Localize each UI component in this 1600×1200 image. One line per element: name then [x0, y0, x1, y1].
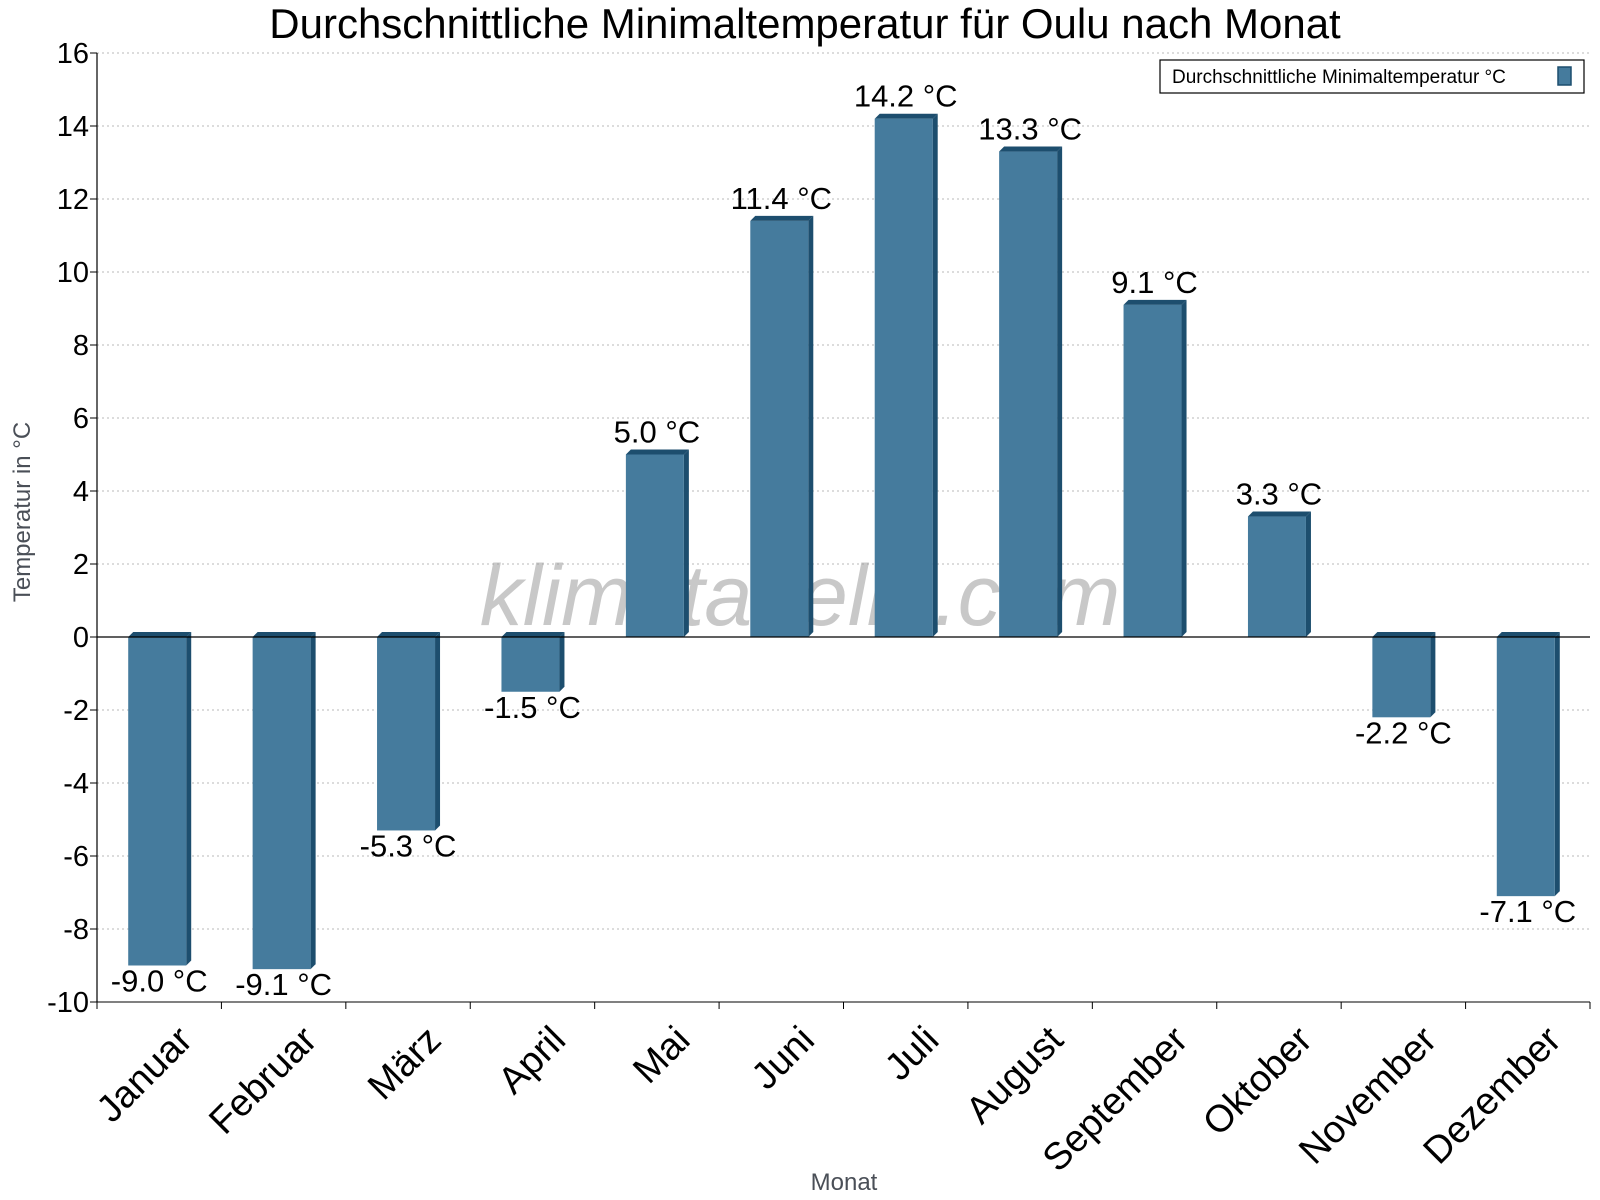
bar-side: [1430, 632, 1436, 718]
data-label: -9.1 °C: [235, 967, 332, 1002]
x-axis-title: Monat: [811, 1169, 878, 1196]
y-tick-label: 6: [73, 403, 89, 435]
data-label: 13.3 °C: [978, 112, 1082, 147]
bar: [1372, 637, 1431, 718]
y-tick-label: 16: [57, 38, 89, 70]
bar-side: [1554, 632, 1560, 897]
y-tick-label: -10: [47, 987, 89, 1019]
bar-side: [683, 449, 689, 637]
y-tick-label: 10: [57, 257, 89, 289]
data-label: -2.2 °C: [1355, 715, 1452, 750]
bar-top: [252, 632, 316, 637]
data-label: 3.3 °C: [1236, 477, 1323, 512]
bar: [501, 637, 560, 692]
bar: [999, 151, 1058, 638]
legend: Durchschnittliche Minimaltemperatur °C: [1159, 59, 1585, 94]
bar-top: [377, 632, 441, 637]
bars: [128, 113, 1560, 970]
data-label: -5.3 °C: [360, 828, 457, 863]
bar-side: [435, 632, 441, 831]
data-label: -9.0 °C: [111, 964, 208, 999]
bar-side: [186, 632, 192, 966]
x-tick-label: Juni: [744, 1019, 823, 1098]
grid-lines: [97, 52, 1590, 1003]
bar-side: [932, 113, 938, 637]
bar: [874, 118, 933, 637]
data-label: 9.1 °C: [1111, 265, 1198, 300]
y-tick-label: -4: [63, 768, 89, 800]
bar: [625, 454, 684, 637]
y-axis-title: Temperatur in °C: [9, 422, 36, 602]
bar-top: [1496, 632, 1560, 637]
y-tick-labels: -10 -8 -6 -4 -2 0 2 4 6 8 10 12 14 16: [47, 38, 89, 1019]
y-tick-label: -2: [63, 695, 89, 727]
bar: [1247, 516, 1306, 637]
bar: [1123, 304, 1182, 637]
data-labels: -9.0 °C -9.1 °C -5.3 °C -1.5 °C 5.0 °C 11.4 °…: [111, 79, 1576, 1002]
y-tick-label: 2: [73, 549, 89, 581]
legend-box: [1159, 59, 1585, 94]
x-tick-label: Dezember: [1416, 1019, 1570, 1173]
bar-top: [1123, 299, 1187, 305]
bar-top: [501, 632, 565, 637]
bar-side: [808, 215, 814, 637]
y-tick-label: 12: [57, 184, 89, 216]
bar: [128, 637, 187, 966]
bar-top: [874, 113, 938, 119]
x-tick-label: August: [958, 1019, 1072, 1133]
x-tick-label: März: [360, 1019, 449, 1108]
x-tick-label: Februar: [201, 1019, 325, 1143]
x-tick-label: Juli: [877, 1019, 947, 1089]
bar-top: [750, 215, 814, 221]
data-label: 5.0 °C: [614, 415, 701, 450]
data-label: -7.1 °C: [1479, 894, 1576, 929]
chart-title: Durchschnittliche Minimaltemperatur für …: [269, 0, 1341, 47]
bar-side: [1305, 511, 1311, 637]
bar-top: [1372, 632, 1436, 637]
bar-side: [1181, 299, 1187, 637]
bar: [1496, 637, 1555, 897]
bar: [252, 637, 311, 970]
y-tick-label: 0: [73, 622, 89, 654]
data-label: -1.5 °C: [484, 690, 581, 725]
y-tick-label: 14: [57, 111, 89, 143]
bar: [377, 637, 436, 831]
data-label: 11.4 °C: [731, 181, 832, 216]
bar-top: [625, 449, 689, 455]
data-label: 14.2 °C: [854, 79, 958, 114]
bar-side: [559, 632, 565, 692]
bar-top: [1247, 511, 1311, 517]
bar-side: [1057, 146, 1063, 638]
x-tick-label: Januar: [89, 1019, 201, 1131]
y-tick-label: 4: [73, 476, 89, 508]
legend-label: Durchschnittliche Minimaltemperatur °C: [1172, 67, 1506, 88]
x-tick-label: April: [491, 1019, 574, 1102]
y-tick-label: -6: [63, 841, 89, 873]
y-tick-label: 8: [73, 330, 89, 362]
bar-top: [128, 632, 192, 637]
x-tick-label: Mai: [625, 1019, 698, 1092]
legend-swatch: [1557, 66, 1572, 86]
bar-side: [310, 632, 316, 970]
y-tick-label: -8: [63, 914, 89, 946]
bar: [750, 220, 809, 637]
x-tick-label: Oktober: [1195, 1019, 1321, 1145]
bar-top: [999, 146, 1063, 152]
x-tick-labels: Januar Februar März April Mai Juni Juli AugustS…: [89, 1019, 1570, 1180]
axes: [90, 52, 1591, 1009]
